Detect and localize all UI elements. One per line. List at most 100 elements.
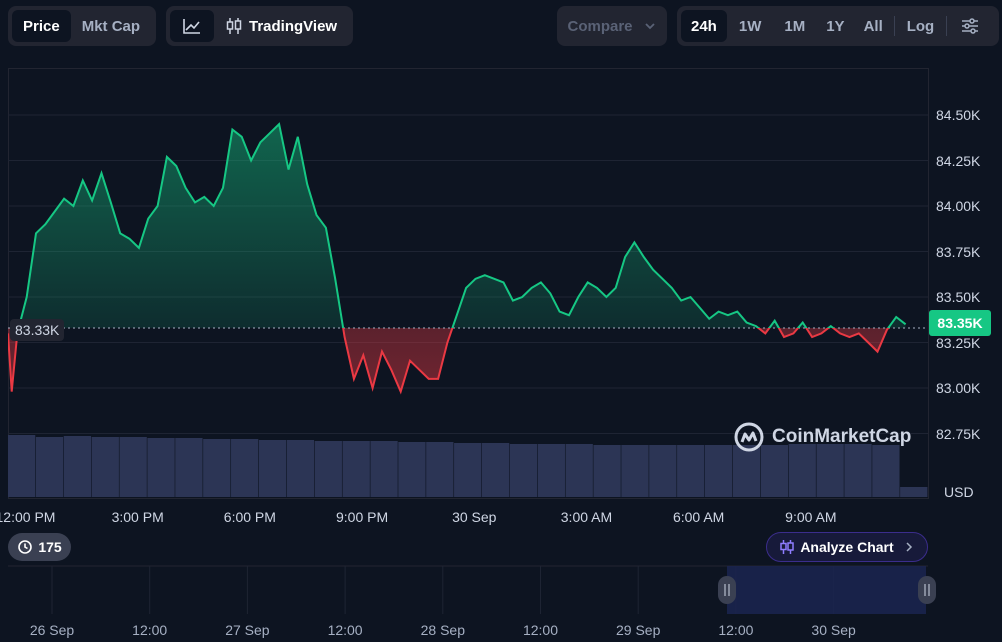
x-tick-label: 9:00 AM <box>785 509 837 525</box>
range-1w[interactable]: 1W <box>738 17 762 35</box>
price-line-down <box>8 327 890 395</box>
navigator-tick-label: 27 Sep <box>225 622 270 638</box>
y-axis-unit: USD <box>944 484 974 500</box>
navigator-tick-label: 26 Sep <box>29 622 75 638</box>
volume-bar <box>147 438 175 497</box>
y-tick-label: 84.00K <box>936 198 981 214</box>
navigator-grid <box>51 566 835 614</box>
tradingview-button[interactable]: TradingView <box>214 10 348 42</box>
volume-bar <box>119 437 147 497</box>
x-tick-label: 6:00 PM <box>223 509 276 525</box>
coinmarketcap-logo-icon <box>734 422 764 452</box>
volume-bar <box>565 444 593 497</box>
navigator-tick-label: 29 Sep <box>616 622 661 638</box>
volume-bar <box>203 439 231 497</box>
tab-mktcap[interactable]: Mkt Cap <box>81 17 141 35</box>
volume-bar <box>621 445 649 497</box>
volume-bar <box>593 445 621 497</box>
open-price-badge: 83.33K <box>10 319 65 341</box>
watermark-text: CoinMarketCap <box>772 426 912 447</box>
navigator-tick-label: 12:00 <box>718 622 754 638</box>
volume-bar <box>398 442 426 497</box>
x-tick-label: 12:00 PM <box>0 509 56 525</box>
range-1y[interactable]: 1Y <box>826 17 845 35</box>
navigator-tick-label: 30 Sep <box>811 622 856 638</box>
line-chart-icon <box>183 19 200 34</box>
range-navigator[interactable] <box>0 562 1002 642</box>
price-line-up <box>17 122 907 328</box>
volume-bar <box>8 435 36 497</box>
navigator-tick-label: 12:00 <box>522 622 559 638</box>
chart-border <box>8 68 929 499</box>
y-tick-label: 84.25K <box>936 152 981 169</box>
toolbar-divider <box>893 16 895 36</box>
x-tick-label: 3:00 AM <box>560 509 613 525</box>
range-1m[interactable]: 1M <box>784 17 806 35</box>
volume-bar <box>900 487 928 497</box>
settings-button[interactable] <box>949 10 991 42</box>
volume-bar <box>844 444 872 497</box>
chart-type-group: TradingView <box>166 6 353 46</box>
line-chart-button[interactable] <box>170 10 214 42</box>
volume-bar <box>732 445 761 497</box>
candlestick-icon <box>226 18 242 34</box>
analyze-chart-button[interactable]: Analyze Chart <box>766 532 928 562</box>
history-icon <box>18 540 33 554</box>
chevron-right-icon <box>906 542 912 552</box>
volume-bar <box>91 437 119 497</box>
volume-bar <box>704 445 733 497</box>
volume-bar <box>258 440 287 497</box>
volume-bar <box>370 441 398 497</box>
y-tick-label: 84.50K <box>936 107 981 123</box>
volume-bar <box>649 445 677 497</box>
x-tick-label: 9:00 PM <box>335 509 389 525</box>
volume-bar <box>872 445 900 497</box>
current-price-badge: 83.35K <box>929 310 991 336</box>
tradingview-label: TradingView <box>249 17 338 35</box>
navigator-selection[interactable] <box>727 566 926 614</box>
volume-bar <box>314 441 342 497</box>
sliders-icon <box>962 18 979 34</box>
volume-bar <box>63 436 92 497</box>
compare-dropdown[interactable]: Compare <box>557 6 667 46</box>
y-tick-label: 82.75K <box>936 425 981 442</box>
navigator-tick-label: 12:00 <box>327 622 363 638</box>
y-tick-label: 83.25K <box>936 334 981 351</box>
navigator-right-handle[interactable] <box>918 576 936 604</box>
volume-bar <box>286 440 315 497</box>
tab-price[interactable]: Price <box>12 10 71 42</box>
volume-bars <box>8 435 928 497</box>
y-tick-label: 83.50K <box>936 289 981 305</box>
log-toggle[interactable]: Log <box>906 17 935 35</box>
volume-bar <box>35 437 64 497</box>
volume-bar <box>342 441 370 497</box>
volume-bar <box>481 443 510 497</box>
coinmarketcap-watermark: CoinMarketCap <box>733 421 911 453</box>
x-tick-label: 30 Sep <box>452 509 497 525</box>
volume-bar <box>788 444 816 497</box>
volume-bar <box>816 444 844 497</box>
candlestick-icon <box>780 540 795 554</box>
history-badge[interactable]: 175 <box>8 533 71 561</box>
volume-bar <box>454 443 482 497</box>
navigator-tick-label: 28 Sep <box>420 622 465 638</box>
y-tick-label: 83.75K <box>936 243 981 260</box>
navigator-left-handle[interactable] <box>718 576 736 604</box>
volume-bar <box>231 439 259 497</box>
x-tick-label: 3:00 PM <box>111 509 164 525</box>
history-count: 175 <box>38 539 62 555</box>
analyze-chart-label: Analyze Chart <box>800 539 894 555</box>
x-tick-label: 6:00 AM <box>672 509 725 525</box>
toolbar-divider <box>946 16 948 36</box>
volume-bar <box>760 445 789 497</box>
navigator-tick-label: 12:00 <box>132 622 168 638</box>
range-24h[interactable]: 24h <box>681 10 727 42</box>
chevron-down-icon <box>644 23 655 30</box>
volume-bar <box>537 444 565 497</box>
price-area-up <box>8 124 906 328</box>
range-all[interactable]: All <box>863 17 883 35</box>
price-mktcap-toggle: Price Mkt Cap <box>8 6 156 46</box>
volume-bar <box>426 442 454 497</box>
compare-label: Compare <box>567 17 633 35</box>
